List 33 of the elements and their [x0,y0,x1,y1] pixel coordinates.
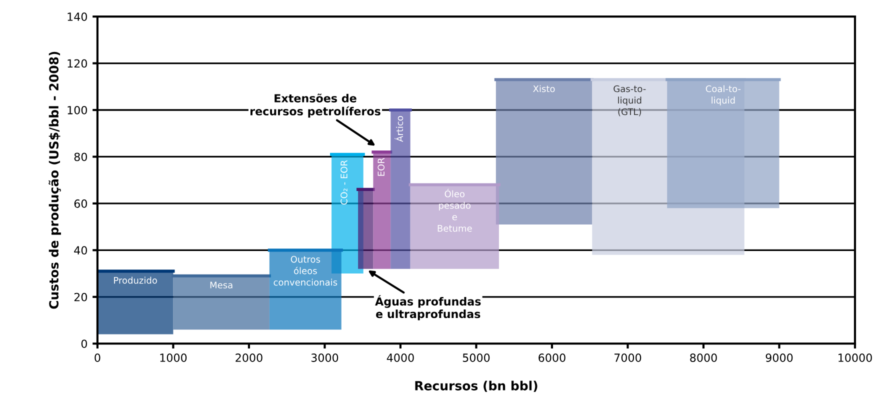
y-tick-label: 140 [68,12,87,21]
annotation: Extensões de recursos petrolíferos [250,94,380,118]
text: EOR [378,158,385,176]
x-tick-label: 1000 [160,354,187,362]
y-tick-label: 100 [68,106,87,114]
x-tick-label: 7000 [614,354,642,362]
series-label: Xisto [533,85,555,92]
text: Ártico [394,116,404,142]
series-label: Gas-to- liquid (GTL) [614,85,646,116]
x-tick-label: 3000 [311,354,338,362]
x-tick-label: 0 [94,354,100,362]
series-label: Coal-to- liquid [706,85,741,106]
y-tick-label: 0 [81,340,87,348]
x-tick-label: 6000 [538,354,566,362]
x-tick-label: 8000 [690,354,717,362]
series-label: Outros óleos convencionais [274,256,338,286]
x-tick-label: 5000 [462,354,490,362]
series-label: Produzido [114,276,157,284]
text: CO₂ - EOR [340,160,348,205]
y-tick-label: 40 [74,246,87,255]
series-label: Óleo pesado e Betume [438,188,472,232]
y-axis-title: Custos de produção (US$/bbl - 2008) [48,52,61,309]
y-tick-label: 120 [68,59,87,68]
y-tick-label: 20 [74,292,87,302]
annotation: Águas profundas e ultraprofundas [375,295,481,320]
y-tick-label: 80 [74,152,87,162]
x-tick-label: 9000 [766,354,793,362]
x-tick-label: 4000 [386,354,414,362]
series-label: Mesa [210,282,232,288]
y-tick-label: 60 [74,199,87,208]
x-axis-title: Recursos (bn bbl) [415,380,538,392]
x-tick-label: 10000 [838,354,872,362]
x-tick-label: 2000 [236,354,262,362]
